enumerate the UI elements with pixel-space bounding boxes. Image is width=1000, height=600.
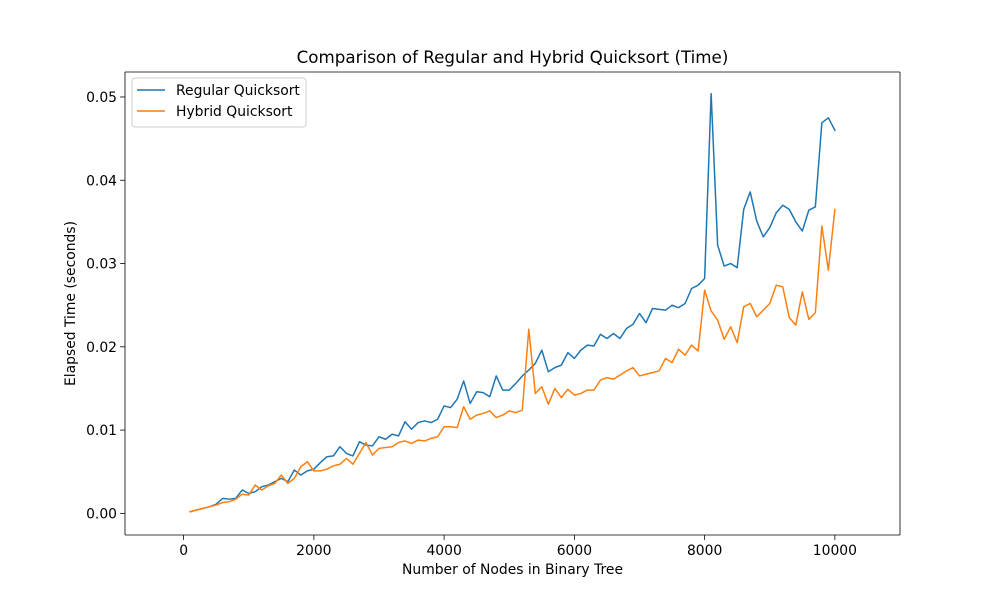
- y-tick-label: 0.05: [86, 90, 117, 106]
- y-axis: 0.00 0.01 0.02 0.03 0.04 0.05: [86, 90, 125, 522]
- series-layer: [189, 92, 836, 513]
- axes-frame: [124, 71, 901, 536]
- legend-label: Hybrid Quicksort: [176, 104, 293, 120]
- y-tick-label: 0.01: [86, 423, 117, 439]
- y-axis-label: Elapsed Time (seconds): [63, 221, 79, 386]
- x-axis-label: Number of Nodes in Binary Tree: [402, 562, 623, 578]
- legend-box: [131, 77, 307, 128]
- x-tick-label: 10000: [813, 543, 857, 559]
- y-tick-label: 0.02: [86, 340, 117, 356]
- plot-area: [125, 72, 900, 535]
- x-tick-label: 2000: [296, 543, 331, 559]
- y-tick-label: 0.00: [86, 506, 117, 522]
- x-tick-label: 6000: [557, 543, 592, 559]
- x-tick-label: 4000: [426, 543, 461, 559]
- y-tick-label: 0.03: [86, 257, 117, 273]
- series-line-hybrid-quicksort: [189, 208, 836, 513]
- y-tick-label: 0.04: [86, 173, 117, 189]
- chart-title: Comparison of Regular and Hybrid Quickso…: [297, 47, 729, 67]
- legend-label: Regular Quicksort: [176, 83, 300, 99]
- x-tick-label: 8000: [687, 543, 722, 559]
- x-tick-label: 0: [179, 543, 188, 559]
- x-axis: 0 2000 4000 6000 8000 10000: [179, 535, 857, 559]
- legend: Regular Quicksort Hybrid Quicksort: [131, 77, 307, 128]
